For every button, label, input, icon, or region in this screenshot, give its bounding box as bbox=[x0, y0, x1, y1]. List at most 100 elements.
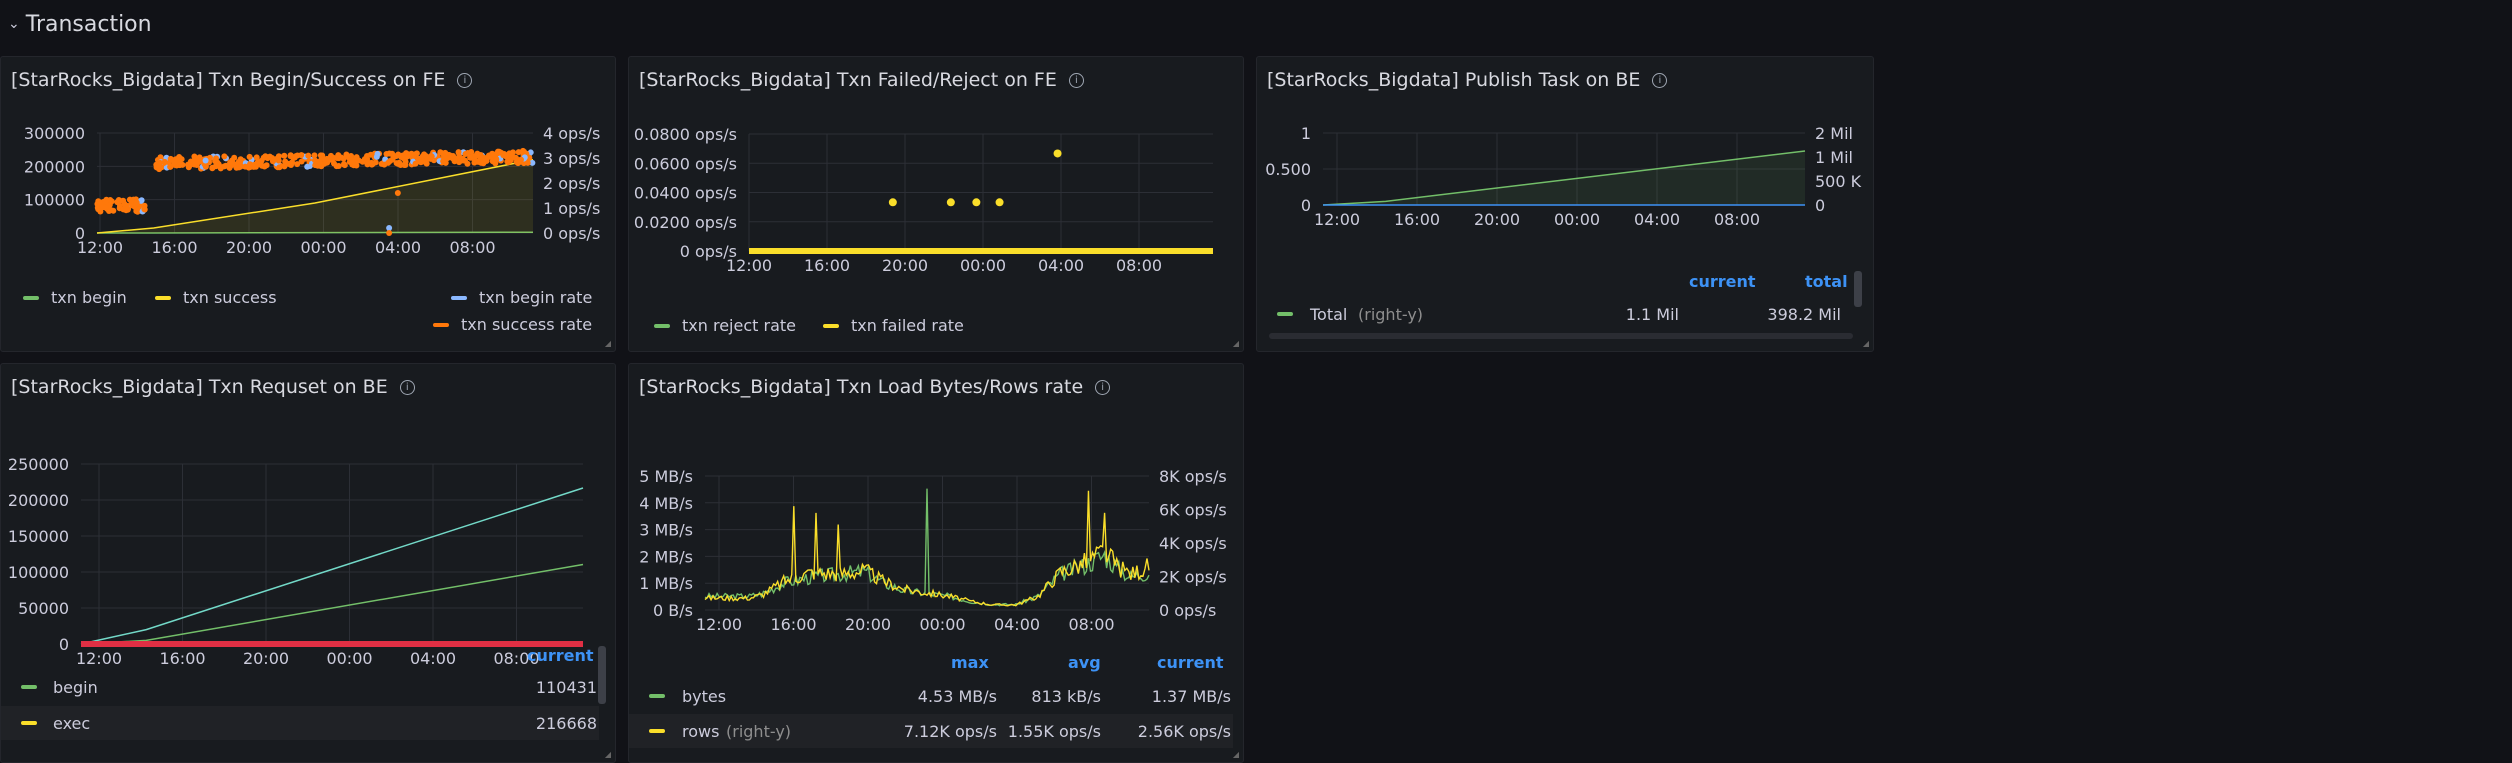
legend-max-value: 7.12K ops/s bbox=[903, 721, 997, 741]
point-txn-rate bbox=[340, 160, 347, 167]
resize-handle-icon[interactable]: ◢ bbox=[1232, 750, 1239, 759]
legend-header-max[interactable]: max bbox=[951, 653, 989, 672]
info-icon[interactable]: i bbox=[399, 379, 415, 395]
point-txn-rate bbox=[417, 159, 424, 166]
point-txn-rate bbox=[348, 152, 355, 159]
legend-label: txn begin bbox=[51, 288, 127, 307]
resize-handle-icon[interactable]: ◢ bbox=[604, 339, 611, 348]
legend-row-exec[interactable]: exec 216668 bbox=[1, 706, 599, 740]
point-txn-rate bbox=[489, 158, 496, 165]
y-tick-label: 100000 bbox=[24, 191, 85, 210]
x-tick-label: 08:00 bbox=[1714, 210, 1760, 229]
legend-txn-success-rate[interactable]: txn success rate bbox=[433, 315, 592, 334]
panel-txn-load-bytes-rows[interactable]: [StarRocks_Bigdata] Txn Load Bytes/Rows … bbox=[628, 363, 1244, 763]
legend-txn-begin-rate[interactable]: txn begin rate bbox=[451, 288, 592, 307]
panel-title[interactable]: [StarRocks_Bigdata] Txn Requset on BE i bbox=[11, 374, 415, 400]
point-txn-rate bbox=[440, 158, 447, 165]
legend-txn-begin[interactable]: txn begin bbox=[23, 288, 127, 307]
point-txn-rate bbox=[328, 156, 335, 163]
legend-txn-failed-rate[interactable]: txn failed rate bbox=[823, 316, 964, 335]
point-txn-rate bbox=[253, 154, 260, 161]
legend-swatch bbox=[1277, 312, 1293, 316]
point-txn-rate bbox=[343, 151, 350, 158]
point-txn-rate bbox=[252, 163, 259, 170]
panel-title[interactable]: [StarRocks_Bigdata] Txn Load Bytes/Rows … bbox=[639, 374, 1111, 400]
point-txn-rate bbox=[196, 154, 203, 161]
legend-current-value: 1.1 Mil bbox=[1625, 304, 1679, 324]
point-txn-rate bbox=[338, 154, 345, 161]
legend-scrollbar[interactable] bbox=[598, 646, 606, 704]
panel-title[interactable]: [StarRocks_Bigdata] Txn Begin/Success on… bbox=[11, 67, 473, 93]
point-txn-rate bbox=[231, 154, 238, 161]
point-txn-rate bbox=[520, 148, 527, 155]
point-txn-rate bbox=[353, 154, 360, 161]
x-tick-label: 20:00 bbox=[845, 615, 891, 634]
legend-row-begin[interactable]: begin 110431 bbox=[1, 670, 599, 704]
panel-title-text: [StarRocks_Bigdata] Txn Load Bytes/Rows … bbox=[639, 376, 1084, 398]
legend-hscrollbar[interactable] bbox=[1269, 333, 1853, 339]
legend-row-bytes[interactable]: bytes 4.53 MB/s 813 kB/s 1.37 MB/s bbox=[629, 679, 1233, 713]
info-icon[interactable]: i bbox=[457, 72, 473, 88]
series-txn-success bbox=[96, 158, 534, 234]
point-txn-rate bbox=[294, 161, 301, 168]
point-txn-rate bbox=[456, 153, 463, 160]
chevron-down-icon[interactable]: ⌄ bbox=[8, 16, 20, 32]
info-icon[interactable]: i bbox=[1652, 72, 1668, 88]
panel-txn-failed-reject[interactable]: [StarRocks_Bigdata] Txn Failed/Reject on… bbox=[628, 56, 1244, 352]
resize-handle-icon[interactable]: ◢ bbox=[604, 750, 611, 759]
x-tick-label: 16:00 bbox=[151, 238, 197, 257]
y-tick-label: 150000 bbox=[8, 527, 69, 546]
y-right-tick-label: 0 bbox=[1815, 196, 1825, 215]
point-txn-rate bbox=[346, 158, 353, 165]
legend-row-total[interactable]: Total (right-y) 1.1 Mil 398.2 Mil bbox=[1257, 297, 1857, 331]
panel-title[interactable]: [StarRocks_Bigdata] Publish Task on BE i bbox=[1267, 67, 1668, 93]
x-tick-label: 12:00 bbox=[696, 615, 742, 634]
legend-label: Total bbox=[1310, 304, 1348, 324]
legend-txn-success[interactable]: txn success bbox=[155, 288, 277, 307]
legend-current-value: 1.37 MB/s bbox=[1151, 686, 1231, 706]
legend-row-rows[interactable]: rows (right-y) 7.12K ops/s 1.55K ops/s 2… bbox=[629, 714, 1233, 748]
info-icon[interactable]: i bbox=[1095, 379, 1111, 395]
legend-label: bytes bbox=[682, 686, 727, 706]
point-txn-rate bbox=[350, 162, 357, 169]
legend-txn-reject-rate[interactable]: txn reject rate bbox=[654, 316, 796, 335]
point-txn-rate bbox=[133, 199, 140, 206]
panel-title[interactable]: [StarRocks_Bigdata] Txn Failed/Reject on… bbox=[639, 67, 1084, 93]
x-tick-label: 08:00 bbox=[493, 649, 539, 668]
x-tick-label: 20:00 bbox=[226, 238, 272, 257]
x-tick-label: 00:00 bbox=[919, 615, 965, 634]
legend-header-current[interactable]: current bbox=[1689, 272, 1756, 291]
resize-handle-icon[interactable]: ◢ bbox=[1862, 339, 1869, 348]
panel-publish-task[interactable]: [StarRocks_Bigdata] Publish Task on BE i… bbox=[1256, 56, 1874, 352]
point-txn-rate bbox=[172, 156, 179, 163]
series-publish-total bbox=[1322, 150, 1806, 206]
point-txn-rate bbox=[526, 154, 533, 161]
y-right-tick-label: 500 K bbox=[1815, 172, 1862, 191]
panel-txn-request-be[interactable]: [StarRocks_Bigdata] Txn Requset on BE i … bbox=[0, 363, 616, 763]
y-tick-label: 50000 bbox=[18, 599, 69, 618]
point-txn-rate bbox=[116, 197, 123, 204]
legend-header-total[interactable]: total bbox=[1805, 272, 1848, 291]
point-txn-rate bbox=[368, 159, 375, 166]
x-tick-label: 08:00 bbox=[1068, 615, 1114, 634]
point-txn-rate bbox=[446, 154, 453, 161]
point-txn-rate bbox=[428, 153, 435, 160]
y-right-tick-label: 4 ops/s bbox=[543, 124, 600, 143]
info-icon[interactable]: i bbox=[1068, 72, 1084, 88]
y-tick-label: 0.0600 ops/s bbox=[634, 154, 737, 173]
x-tick-label: 12:00 bbox=[76, 649, 122, 668]
series-area bbox=[1323, 151, 1805, 205]
point-txn-rate bbox=[232, 161, 239, 168]
legend-header-avg[interactable]: avg bbox=[1068, 653, 1101, 672]
y-right-tick-label: 4K ops/s bbox=[1159, 534, 1227, 553]
legend-current-value: 2.56K ops/s bbox=[1137, 721, 1231, 741]
resize-handle-icon[interactable]: ◢ bbox=[1232, 339, 1239, 348]
legend-header-current[interactable]: current bbox=[527, 646, 594, 665]
legend-label: txn failed rate bbox=[851, 316, 964, 335]
row-header-transaction[interactable]: ⌄ Transaction bbox=[8, 8, 152, 40]
panel-txn-begin-success[interactable]: [StarRocks_Bigdata] Txn Begin/Success on… bbox=[0, 56, 616, 352]
point-txn-failed bbox=[972, 198, 981, 207]
legend-header-current[interactable]: current bbox=[1157, 653, 1224, 672]
point-txn-rate bbox=[270, 157, 277, 164]
legend-scrollbar[interactable] bbox=[1854, 271, 1862, 307]
